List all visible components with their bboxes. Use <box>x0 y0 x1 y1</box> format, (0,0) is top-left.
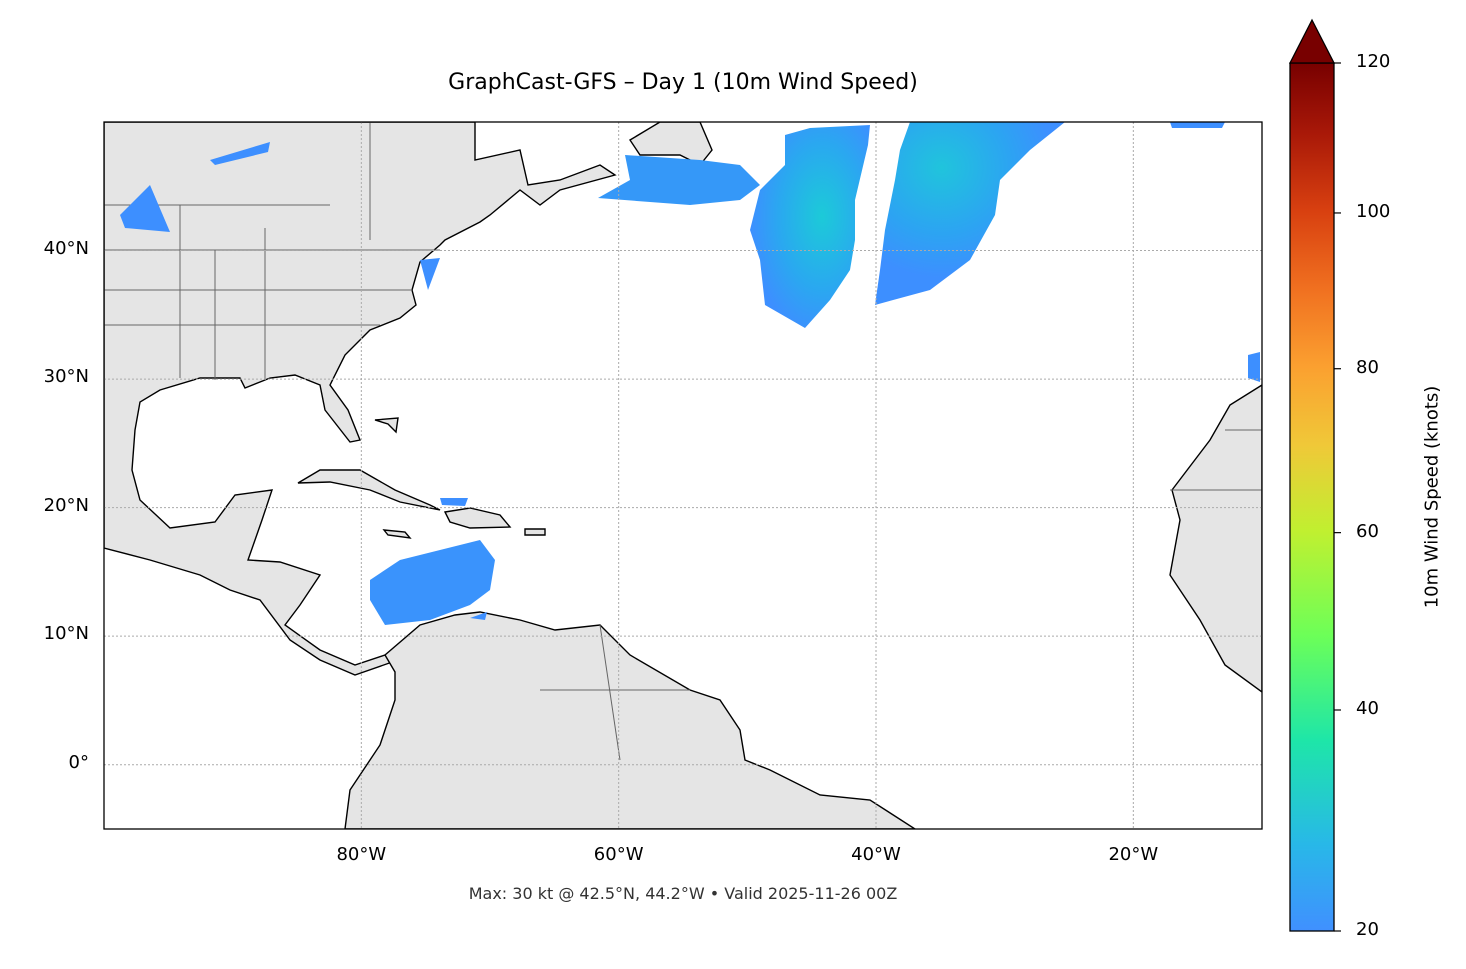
wind-region-great-lakes <box>120 185 170 232</box>
wind-region-west-lobe <box>750 125 870 328</box>
land-layer <box>104 122 1262 829</box>
state-borders <box>104 122 1262 761</box>
gridlines <box>104 122 1262 829</box>
wind-region-caribbean <box>370 540 495 625</box>
y-tick-label: 30°N <box>43 366 89 388</box>
wind-region-canary <box>1248 352 1260 382</box>
y-tick-label: 40°N <box>43 237 89 259</box>
land-hispaniola <box>443 507 512 529</box>
x-tick-label: 80°W <box>336 844 387 865</box>
x-tick-label: 60°W <box>593 844 644 865</box>
colorbar-label: 10m Wind Speed (knots) <box>1421 385 1443 609</box>
wind-region-superior <box>210 142 270 165</box>
land-cuba <box>297 469 441 511</box>
colorbar-gradient <box>1289 62 1335 932</box>
y-tick-label: 10°N <box>43 623 89 645</box>
wind-region-us-coast <box>420 258 440 290</box>
land-newfoundland <box>629 122 713 166</box>
wind-region-morocco <box>1170 122 1225 128</box>
land-puerto-rico <box>524 528 546 536</box>
border-line <box>599 624 621 761</box>
colorbar-tick-label: 100 <box>1356 200 1391 222</box>
wind-speed-layer <box>120 122 1260 625</box>
land-jamaica <box>382 529 412 539</box>
colorbar-tick-label: 120 <box>1356 51 1391 72</box>
colorbar-ticks <box>1334 62 1341 932</box>
colorbar-tick-label: 20 <box>1356 919 1379 940</box>
x-tick-label: 40°W <box>851 844 901 865</box>
map-area <box>104 122 1262 829</box>
colorbar-tick-label: 40 <box>1356 697 1379 719</box>
wind-region-newfoundland <box>598 155 760 205</box>
land-south-america <box>344 611 917 829</box>
colorbar-tick-label: 80 <box>1356 356 1379 378</box>
land-bahamas <box>374 417 399 434</box>
colorbar-tick-label: 60 <box>1356 520 1379 542</box>
land-africa <box>1169 384 1262 693</box>
wind-region-trinidad <box>470 612 487 620</box>
chart-title: GraphCast-GFS – Day 1 (10m Wind Speed) <box>448 70 918 95</box>
x-tick-label: 20°W <box>1108 844 1159 865</box>
footer-note: Max: 30 kt @ 42.5°N, 44.2°W • Valid 2025… <box>468 884 898 903</box>
y-tick-label: 0° <box>68 751 89 773</box>
y-tick-label: 20°N <box>43 494 89 516</box>
wind-region-east-lobe <box>875 122 1065 305</box>
map-frame <box>103 121 1263 830</box>
colorbar <box>1288 18 1341 932</box>
colorbar-extend-arrow <box>1288 18 1336 64</box>
wind-region-hispaniola <box>440 498 468 506</box>
